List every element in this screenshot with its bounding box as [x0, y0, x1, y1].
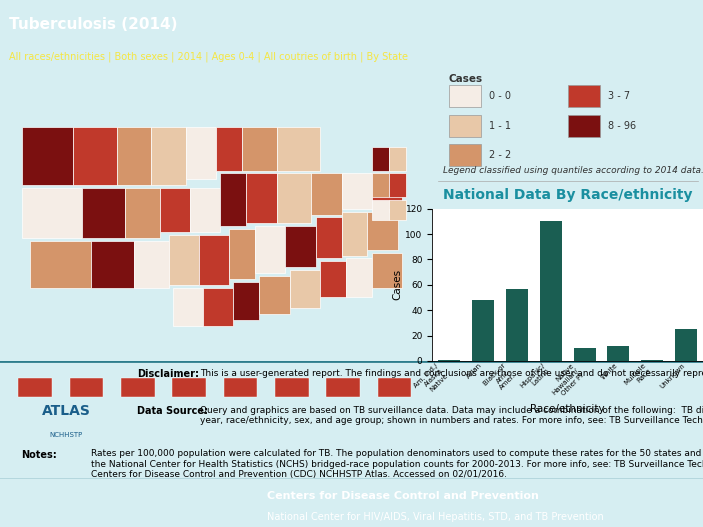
Bar [389, 147, 406, 171]
Bar [199, 235, 229, 285]
Text: 0 - 0: 0 - 0 [489, 91, 511, 101]
Text: National Center for HIV/AIDS, Viral Hepatitis, STD, and TB Prevention: National Center for HIV/AIDS, Viral Hepa… [267, 512, 604, 522]
Bar [372, 147, 389, 171]
Bar [233, 282, 259, 320]
Bar [160, 188, 191, 232]
Bar [247, 173, 277, 223]
Bar [389, 173, 406, 197]
Bar [224, 378, 257, 397]
Text: This is a user-generated report. The findings and conclusions are those of the u: This is a user-generated report. The fin… [200, 369, 703, 378]
Bar [311, 173, 342, 214]
Bar [342, 211, 368, 256]
Bar [372, 252, 402, 288]
Bar [320, 261, 346, 297]
Bar [389, 200, 406, 220]
Bar [259, 276, 290, 314]
Bar [255, 226, 285, 273]
Text: Disclaimer:: Disclaimer: [137, 369, 199, 379]
Bar [675, 329, 697, 361]
Bar [221, 173, 247, 226]
Bar [22, 126, 74, 185]
Bar [574, 348, 595, 361]
Text: ATLAS: ATLAS [42, 404, 91, 418]
Text: Cases: Cases [449, 74, 483, 84]
Text: Tuberculosis (2014): Tuberculosis (2014) [9, 17, 178, 32]
Bar [449, 85, 481, 107]
Bar [186, 126, 217, 179]
Bar [203, 288, 233, 326]
Bar [449, 144, 481, 166]
Bar [285, 226, 316, 267]
Bar [326, 378, 360, 397]
Text: 2 - 2: 2 - 2 [489, 150, 512, 160]
Bar [540, 221, 562, 361]
Bar [438, 360, 460, 361]
Text: 3 - 7: 3 - 7 [608, 91, 631, 101]
Bar [172, 378, 206, 397]
Bar [169, 235, 199, 285]
Bar [346, 258, 372, 297]
Bar [22, 188, 82, 238]
Bar [74, 126, 117, 185]
Bar [91, 241, 134, 288]
Bar [275, 378, 309, 397]
Text: NCHHSTP: NCHHSTP [50, 432, 83, 438]
Text: Notes:: Notes: [21, 450, 57, 460]
Bar [472, 300, 494, 361]
Text: National Data By Race/ethnicity: National Data By Race/ethnicity [443, 189, 692, 202]
Bar [125, 188, 160, 238]
Text: Rates per 100,000 population were calculated for TB. The population denominators: Rates per 100,000 population were calcul… [91, 450, 703, 479]
Bar [151, 126, 186, 185]
Text: 1 - 1: 1 - 1 [489, 121, 511, 131]
Text: Query and graphics are based on TB surveillance data. Data may include a combina: Query and graphics are based on TB surve… [200, 406, 703, 425]
Bar [372, 173, 402, 209]
Bar [568, 85, 600, 107]
Text: Centers for Disease Control and Prevention: Centers for Disease Control and Preventi… [267, 491, 539, 501]
Text: 8 - 96: 8 - 96 [608, 121, 636, 131]
Bar [117, 126, 151, 185]
Text: Legend classified using quantiles according to 2014 data.: Legend classified using quantiles accord… [443, 166, 703, 175]
Bar [217, 126, 242, 171]
Bar [277, 173, 311, 223]
Text: Data Source:: Data Source: [137, 406, 208, 416]
Bar [506, 289, 528, 361]
Bar [316, 218, 342, 258]
Bar [368, 211, 398, 250]
Bar [641, 360, 663, 361]
Y-axis label: Cases: Cases [392, 269, 403, 300]
Bar [229, 229, 255, 279]
Bar [342, 173, 372, 209]
Bar [290, 270, 320, 308]
Bar [372, 200, 389, 220]
Bar [378, 378, 411, 397]
Bar [70, 378, 103, 397]
Bar [173, 288, 203, 326]
Bar [82, 188, 125, 238]
Bar [607, 346, 629, 361]
Bar [134, 241, 169, 288]
Text: All races/ethnicities | Both sexes | 2014 | Ages 0-4 | All coutries of birth | B: All races/ethnicities | Both sexes | 201… [9, 51, 408, 62]
Bar [191, 188, 221, 232]
Bar [449, 115, 481, 137]
Bar [18, 378, 52, 397]
X-axis label: Race/ethnicity: Race/ethnicity [530, 404, 605, 414]
Bar [30, 241, 91, 288]
Bar [242, 126, 277, 171]
Bar [277, 126, 320, 171]
Bar [121, 378, 155, 397]
Bar [568, 115, 600, 137]
Bar [372, 173, 389, 197]
